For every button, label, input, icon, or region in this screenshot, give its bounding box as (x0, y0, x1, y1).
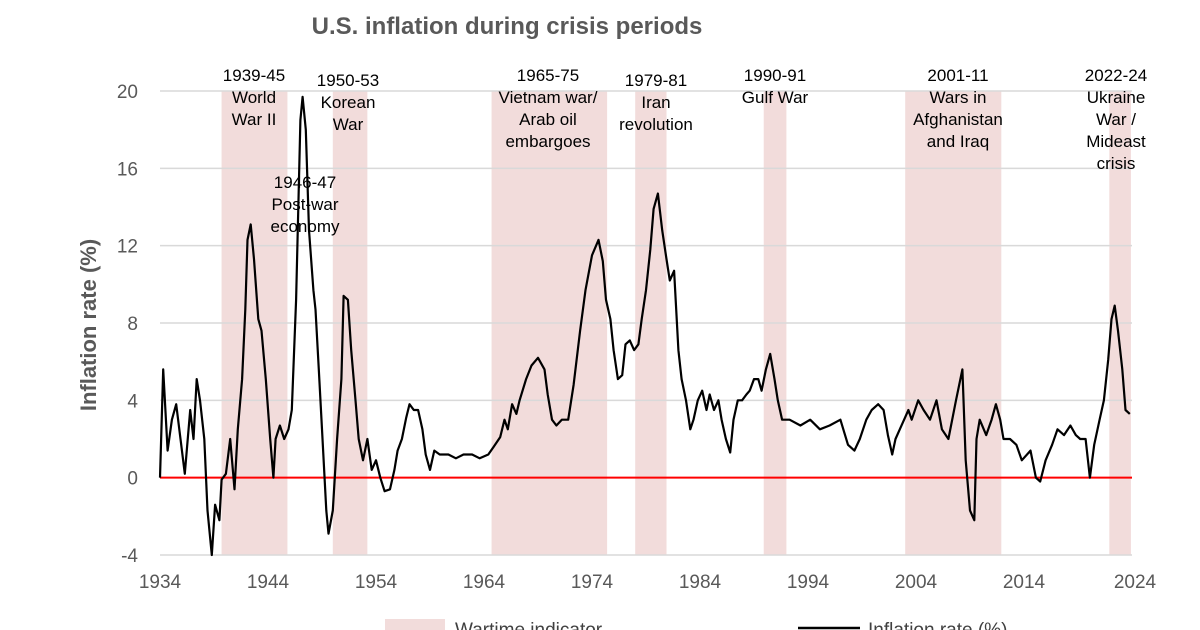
annotation-line: 2022-24 (1085, 66, 1147, 85)
x-tick-label: 1964 (463, 572, 506, 593)
x-tick-label: 1954 (355, 572, 398, 593)
annotation-line: War (333, 115, 364, 134)
annotation-line: economy (271, 217, 340, 236)
annotation: 1946-47 Post-war economy (271, 173, 340, 236)
annotation-line: 1990-91 (744, 66, 806, 85)
y-tick-label: 16 (117, 159, 138, 180)
annotation: 1979-81 Iran revolution (619, 71, 693, 134)
legend-band-swatch (385, 619, 445, 630)
annotation: 2001-11 Wars in Afghanistan and Iraq (913, 66, 1003, 151)
annotations: 1939-45 World War II 1946-47 Post-war economy… (223, 66, 1147, 236)
tick-labels: -4 0 4 8 12 16 20 1934 1944 1954 1964 1974 1984 1994 2… (117, 82, 1157, 593)
x-tick-label: 1984 (679, 572, 722, 593)
x-tick-label: 1934 (139, 572, 182, 593)
y-tick-label: 8 (127, 314, 138, 335)
annotation-line: 1965-75 (517, 66, 579, 85)
annotation-line: 1979-81 (625, 71, 687, 90)
annotation-line: War / (1096, 110, 1136, 129)
y-tick-label: 0 (127, 469, 138, 490)
annotation-line: revolution (619, 115, 693, 134)
annotation-line: Gulf War (742, 88, 809, 107)
annotation-line: Post-war (271, 195, 338, 214)
annotation-line: 1950-53 (317, 71, 379, 90)
x-tick-label: 2024 (1114, 572, 1157, 593)
annotation-line: Korean (321, 93, 376, 112)
annotation: 1990-91 Gulf War (742, 66, 809, 107)
annotation-line: 1939-45 (223, 66, 285, 85)
x-tick-label: 1994 (787, 572, 830, 593)
annotation-line: War II (232, 110, 277, 129)
y-axis-label: Inflation rate (%) (76, 239, 101, 411)
x-tick-label: 1944 (247, 572, 290, 593)
x-tick-label: 2004 (895, 572, 938, 593)
x-tick-label: 1974 (571, 572, 614, 593)
annotation-line: Afghanistan (913, 110, 1003, 129)
annotation-line: Vietnam war/ (499, 88, 598, 107)
chart-title: U.S. inflation during crisis periods (312, 13, 703, 40)
y-tick-label: 4 (127, 391, 138, 412)
annotation-line: embargoes (505, 132, 590, 151)
annotation-line: Iran (641, 93, 670, 112)
annotation-line: Wars in (930, 88, 987, 107)
gridlines (160, 90, 1132, 556)
annotation-line: Ukraine (1087, 88, 1146, 107)
annotation-line: crisis (1097, 154, 1136, 173)
annotation-line: World (232, 88, 276, 107)
annotation-line: Mideast (1086, 132, 1146, 151)
annotation: 1939-45 World War II (223, 66, 285, 129)
inflation-line (158, 95, 1131, 557)
annotation-line: 1946-47 (274, 173, 336, 192)
annotation: 2022-24 Ukraine War / Mideast crisis (1085, 66, 1147, 173)
legend-line-label: Inflation rate (%) (868, 620, 1007, 630)
annotation-line: Arab oil (519, 110, 577, 129)
annotation: 1965-75 Vietnam war/Arab oil embargoes (499, 66, 598, 151)
annotation-line: 2001-11 (927, 66, 988, 85)
x-tick-label: 2014 (1003, 572, 1046, 593)
y-tick-label: -4 (121, 546, 138, 567)
legend: Wartime indicator Inflation rate (%) (385, 619, 1007, 630)
y-tick-label: 20 (117, 82, 138, 103)
annotation-line: and Iraq (927, 132, 989, 151)
legend-band-label: Wartime indicator (455, 620, 603, 630)
annotation: 1950-53 Korean War (317, 71, 379, 134)
y-tick-label: 12 (117, 237, 138, 258)
